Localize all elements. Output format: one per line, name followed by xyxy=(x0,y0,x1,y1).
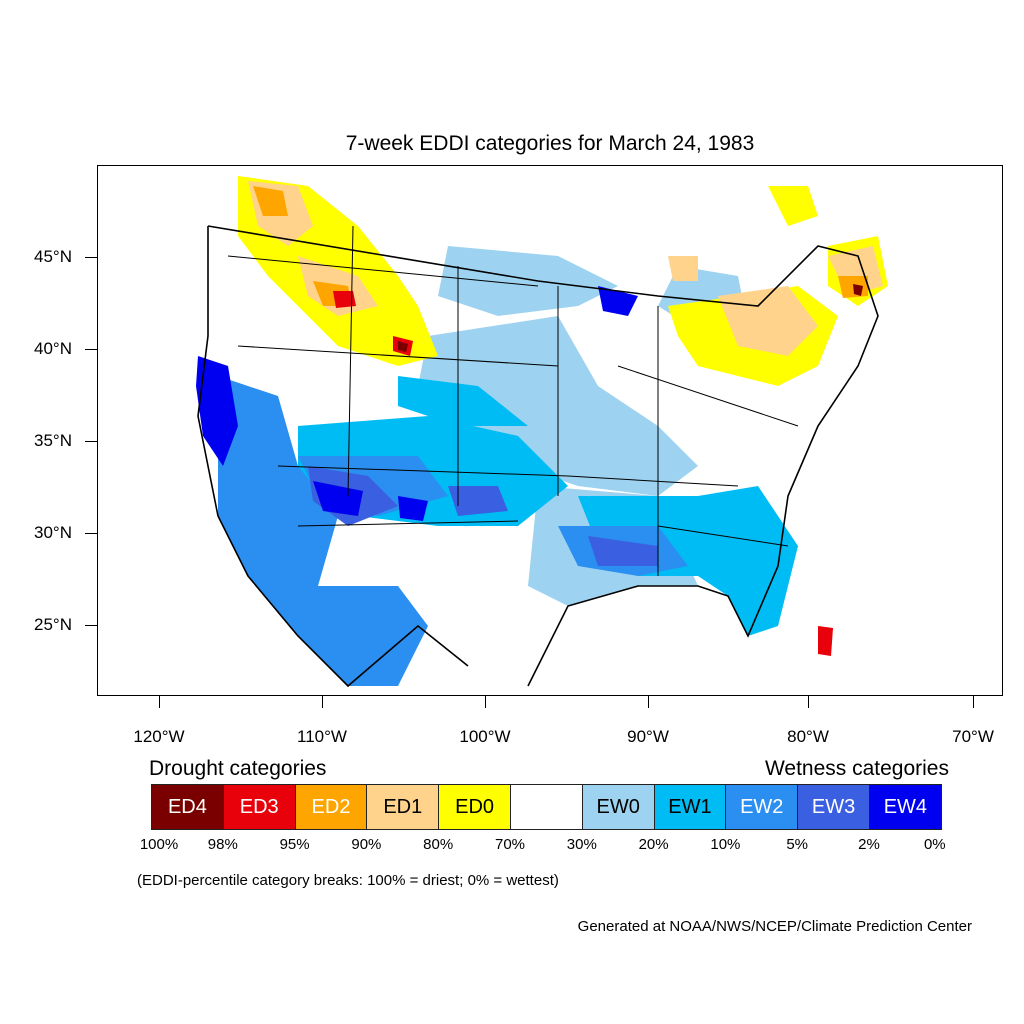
ew2-area xyxy=(218,376,428,686)
percentile-note: (EDDI-percentile category breaks: 100% =… xyxy=(137,872,559,889)
ed2-area xyxy=(253,186,288,216)
percentile-break-label: 0% xyxy=(923,836,946,853)
percentile-break-label: 80% xyxy=(423,836,454,853)
percentile-break-label: 10% xyxy=(710,836,741,853)
lon-label-100w: 100°W xyxy=(459,727,511,746)
lon-tick xyxy=(159,696,160,708)
credit-text: Generated at NOAA/NWS/NCEP/Climate Predi… xyxy=(577,918,972,935)
legend-swatch-ed2: ED2 xyxy=(294,784,368,830)
legend-swatch-ew4: EW4 xyxy=(868,784,942,830)
legend-swatch-ed1: ED1 xyxy=(366,784,440,830)
lat-tick xyxy=(85,533,97,534)
percentile-break-label: 5% xyxy=(786,836,809,853)
lon-label-90w: 90°W xyxy=(627,727,669,746)
lon-tick xyxy=(808,696,809,708)
legend-swatch-ed4: ED4 xyxy=(151,784,224,830)
lat-label-40: 40°N xyxy=(34,339,72,358)
lon-label-80w: 80°W xyxy=(787,727,829,746)
category-field-shapes xyxy=(196,176,888,686)
lat-tick xyxy=(85,441,97,442)
lon-tick xyxy=(648,696,649,708)
legend-swatch-ew0: EW0 xyxy=(581,784,655,830)
lon-tick xyxy=(973,696,974,708)
lon-label-70w: 70°W xyxy=(952,727,994,746)
percentile-break-label: 95% xyxy=(279,836,310,853)
conus-outline xyxy=(197,225,879,688)
boundary-lines xyxy=(197,225,879,688)
percentile-break-label: 100% xyxy=(139,836,179,853)
wetness-categories-heading: Wetness categories xyxy=(764,757,949,780)
legend-swatch-normal xyxy=(509,784,583,830)
map-title: 7-week EDDI categories for March 24, 198… xyxy=(345,132,755,155)
legend-swatch-ew3: EW3 xyxy=(797,784,870,830)
lon-label-110w: 110°W xyxy=(297,727,347,746)
lat-label-30: 30°N xyxy=(34,523,72,542)
legend-swatch-ed0: ED0 xyxy=(438,784,511,830)
drought-categories-heading: Drought categories xyxy=(149,757,327,780)
eddi-map xyxy=(97,165,1003,696)
lat-tick xyxy=(85,349,97,350)
lat-label-35: 35°N xyxy=(34,431,72,450)
legend-swatch-ew1: EW1 xyxy=(653,784,727,830)
lat-tick xyxy=(85,625,97,626)
percentile-break-label: 70% xyxy=(494,836,526,853)
lat-label-45: 45°N xyxy=(34,247,72,266)
legend-swatch-ew2: EW2 xyxy=(725,784,799,830)
category-colorbar: ED4 ED3 ED2 ED1 ED0 EW0 EW1 EW2 EW3 EW4 xyxy=(151,784,942,830)
percentile-break-label: 20% xyxy=(638,836,669,853)
lon-label-120w: 120°W xyxy=(133,727,185,746)
ed4-area xyxy=(398,341,408,352)
percentile-break-label: 2% xyxy=(858,836,880,853)
percentile-break-label: 30% xyxy=(566,836,597,853)
lat-label-25: 25°N xyxy=(34,615,72,634)
ew4-area xyxy=(196,356,238,466)
eddi-category-field xyxy=(196,176,888,688)
ed3-area xyxy=(333,291,356,308)
lon-tick xyxy=(485,696,486,708)
lat-tick xyxy=(85,257,97,258)
percentile-break-label: 90% xyxy=(351,836,382,853)
legend-swatch-ed3: ED3 xyxy=(222,784,296,830)
percentile-break-label: 98% xyxy=(207,836,238,853)
lon-tick xyxy=(322,696,323,708)
